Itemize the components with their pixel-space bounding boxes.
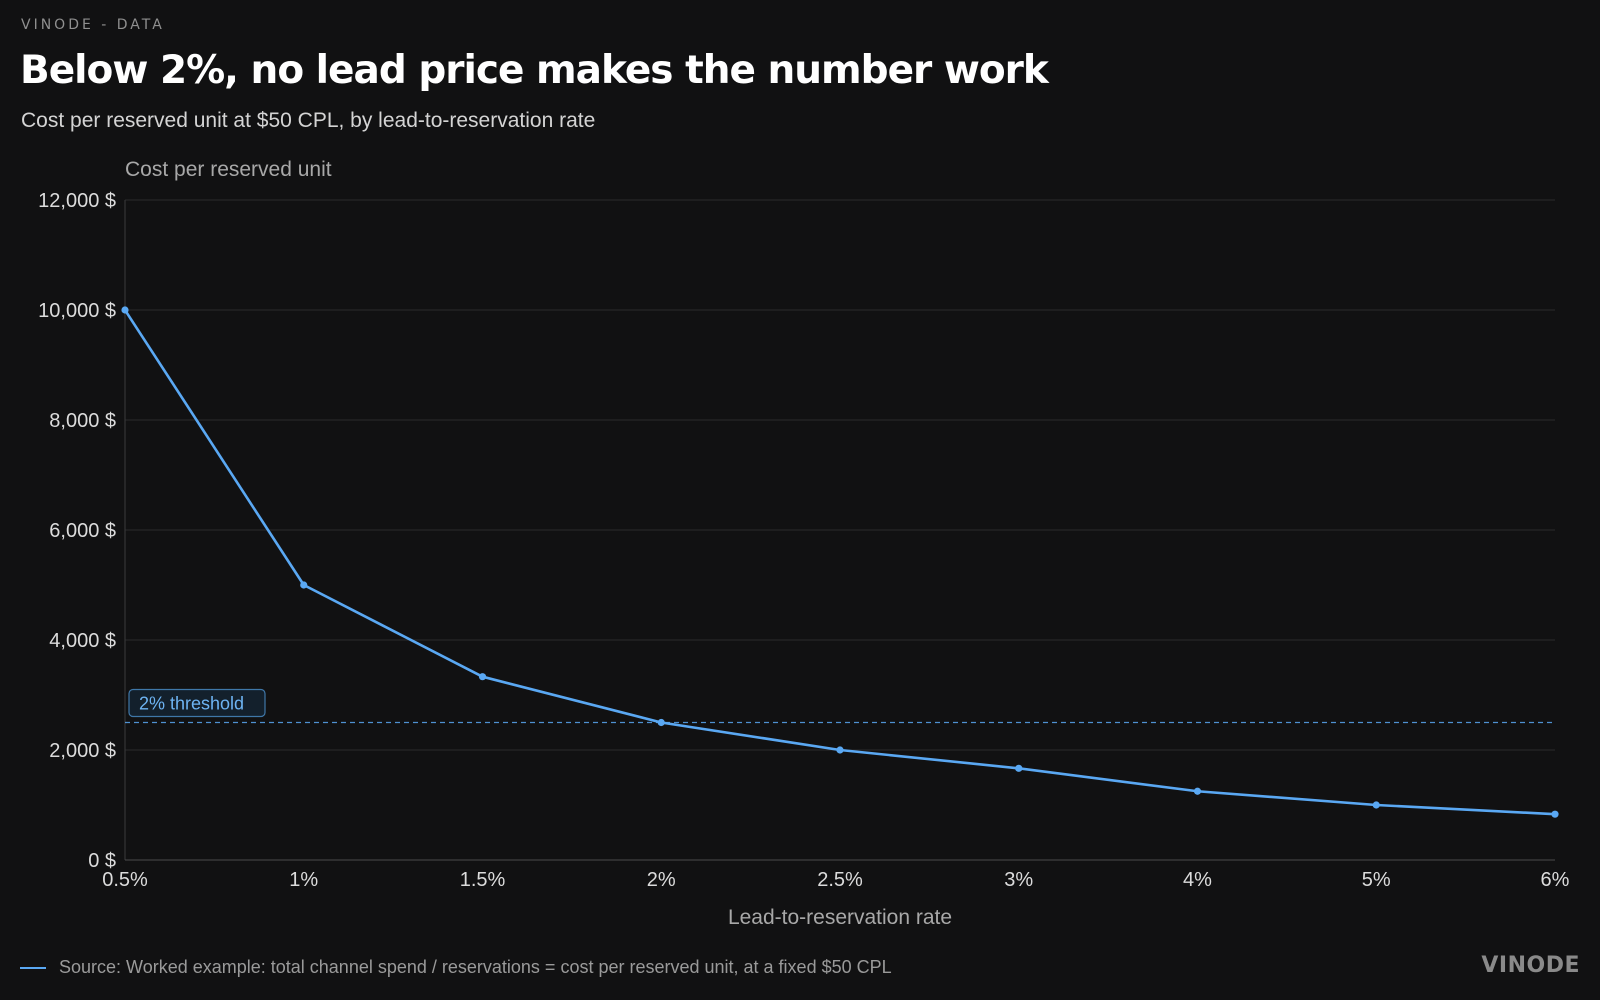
source-note: Source: Worked example: total channel sp… xyxy=(20,957,892,978)
chart-title: Below 2%, no lead price makes the number… xyxy=(20,48,1049,93)
y-tick-label: 4,000 $ xyxy=(49,630,116,652)
data-point xyxy=(300,581,308,589)
data-point xyxy=(836,746,844,754)
y-tick-label: 8,000 $ xyxy=(49,410,116,432)
y-tick-label: 6,000 $ xyxy=(49,520,116,542)
x-axis-title: Lead-to-reservation rate xyxy=(728,906,952,929)
x-tick-label: 0.5% xyxy=(102,869,148,891)
data-point xyxy=(1193,787,1202,795)
x-tick-label: 2% xyxy=(647,869,676,891)
data-point xyxy=(121,306,129,314)
series xyxy=(121,306,1559,818)
y-tick-label: 12,000 $ xyxy=(38,190,116,212)
x-tick-label: 3% xyxy=(1004,869,1033,891)
data-point xyxy=(1551,810,1559,818)
data-point xyxy=(478,673,487,681)
x-tick-label: 1.5% xyxy=(460,869,506,891)
threshold-label: 2% threshold xyxy=(139,694,244,714)
data-point xyxy=(657,718,665,727)
y-tick-label: 0 $ xyxy=(88,850,116,872)
x-tick-label: 6% xyxy=(1541,869,1570,891)
x-tick-label: 1% xyxy=(289,869,318,891)
y-axis-title: Cost per reserved unit xyxy=(125,158,332,181)
brand-logo: VINODE xyxy=(1481,953,1580,978)
threshold-label-box xyxy=(128,688,266,718)
axis-labels: 0 $ 2,000 $ 4,000 $ 6,000 $ 8,000 $ 10,000 $ 1… xyxy=(38,158,1570,929)
x-tick-label: 4% xyxy=(1183,869,1212,891)
data-point xyxy=(1372,801,1380,809)
x-tick-label: 2.5% xyxy=(817,869,863,891)
annotations: 2% threshold xyxy=(125,688,1555,724)
eyebrow-label: VINODE - DATA xyxy=(21,17,165,33)
y-tick-label: 2,000 $ xyxy=(49,740,116,762)
data-point xyxy=(1015,764,1023,772)
chart-subtitle: Cost per reserved unit at $50 CPL, by le… xyxy=(21,109,596,132)
source-text: Source: Worked example: total channel sp… xyxy=(59,957,892,977)
grid xyxy=(125,199,1555,751)
y-tick-label: 10,000 $ xyxy=(38,300,116,322)
series-line xyxy=(123,308,1557,816)
legend-line-swatch xyxy=(20,966,46,969)
x-tick-label: 5% xyxy=(1362,869,1391,891)
